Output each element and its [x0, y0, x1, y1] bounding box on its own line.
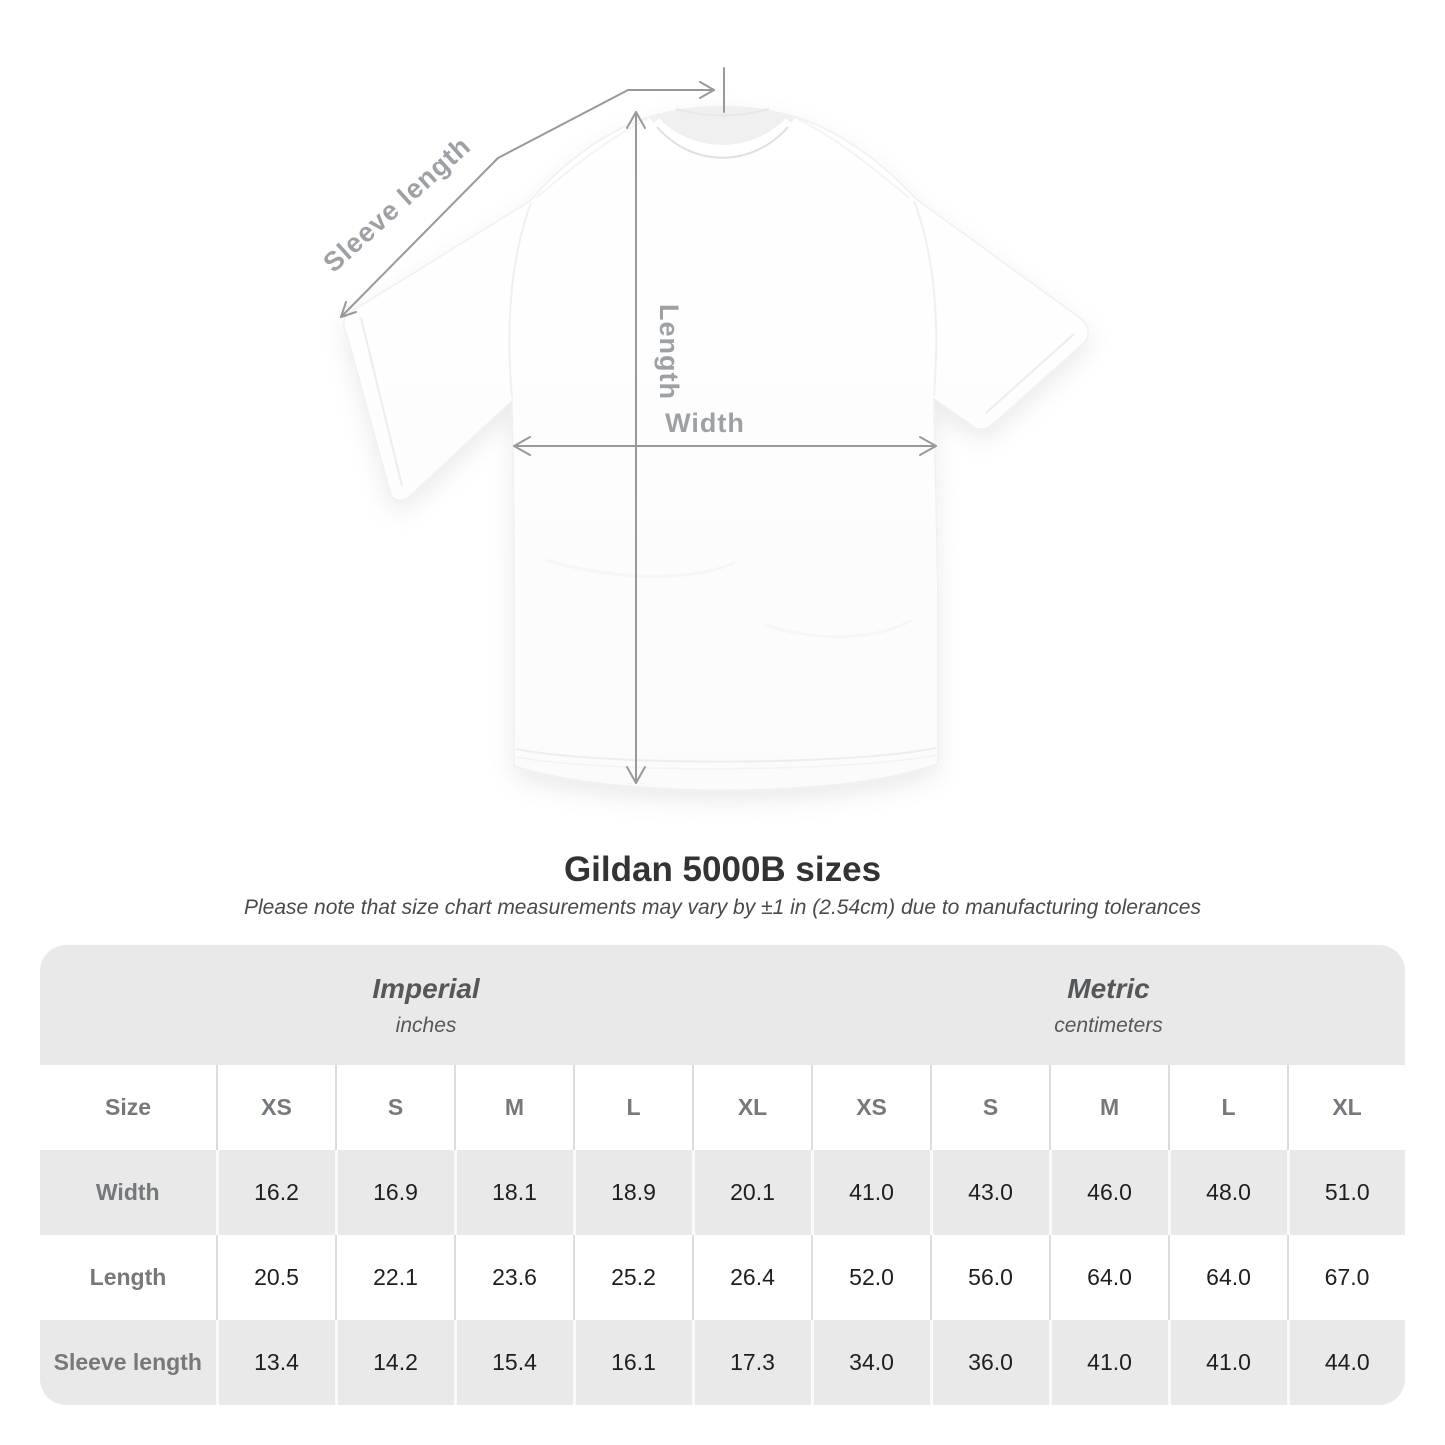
metric-section-unit: centimeters [1054, 1013, 1163, 1037]
width-label: Width [665, 408, 745, 438]
left-cuff-hem [360, 317, 403, 487]
tshirt-diagram-svg: Sleeve length Length Width [317, 67, 1089, 791]
length-row: Length 20.5 22.1 23.6 25.2 26.4 52.0 56.… [40, 1235, 1405, 1321]
imperial-section-unit: inches [395, 1013, 457, 1037]
sleeve-metric-l: 41.0 [1167, 1320, 1289, 1406]
column-header-metric-l: L [1168, 1065, 1289, 1151]
width-arrowhead-right [919, 436, 937, 456]
sleeve-imperial-s: 14.2 [334, 1320, 455, 1406]
column-header-imperial-l: L [573, 1065, 693, 1151]
sleeve-metric-s: 36.0 [929, 1320, 1051, 1406]
sleeve-length-row: Sleeve length 13.4 14.2 15.4 16.1 17.3 3… [40, 1320, 1405, 1406]
length-label: Length [654, 304, 684, 400]
length-metric-xl: 67.0 [1287, 1235, 1405, 1321]
length-metric-xs: 52.0 [811, 1235, 932, 1321]
tshirt-body [343, 105, 1089, 791]
collar-back-seam [675, 108, 770, 117]
right-shoulder-seam [795, 117, 910, 199]
left-armhole-seam [508, 202, 532, 399]
wrinkle-line [764, 618, 913, 639]
wrinkle-line [544, 558, 736, 578]
column-header-imperial-xs: XS [216, 1065, 336, 1151]
metric-section-title: Metric [1067, 972, 1150, 1004]
imperial-section-header: Imperial inches [40, 945, 813, 1066]
sleeve-imperial-l: 16.1 [572, 1320, 693, 1406]
sleeve-length-arrow [340, 89, 715, 318]
bottom-hem-seam [515, 747, 937, 763]
column-header-imperial-xl: XL [691, 1065, 813, 1151]
width-imperial-m: 18.1 [453, 1150, 574, 1236]
width-imperial-l: 18.9 [572, 1150, 693, 1236]
width-metric-xl: 51.0 [1286, 1150, 1405, 1236]
collar-band [651, 118, 794, 156]
length-metric-l: 64.0 [1168, 1235, 1289, 1321]
sleeve-imperial-xs: 13.4 [215, 1320, 336, 1406]
row-label-width: Width [40, 1150, 217, 1236]
sleeve-metric-xl: 44.0 [1286, 1320, 1405, 1406]
column-header-metric-s: S [930, 1065, 1051, 1151]
tolerance-note: Please note that size chart measurements… [244, 896, 1201, 919]
imperial-section-title: Imperial [372, 972, 480, 1004]
width-imperial-s: 16.9 [334, 1150, 455, 1236]
length-imperial-s: 22.1 [335, 1235, 455, 1321]
bottom-hem-seam-2 [515, 754, 937, 770]
sleeve-length-arrowhead-center [699, 81, 715, 99]
width-imperial-xs: 16.2 [215, 1150, 336, 1236]
row-label-length: Length [89, 1264, 167, 1291]
size-header-cell: Size [104, 1094, 152, 1121]
column-header-imperial-m: M [454, 1065, 574, 1151]
column-header-metric-xs: XS [811, 1065, 932, 1151]
tshirt-graphic [343, 105, 1089, 791]
row-label-sleeve-length: Sleeve length [40, 1320, 217, 1406]
column-header-metric-m: M [1049, 1065, 1170, 1151]
width-metric-s: 43.0 [929, 1150, 1051, 1236]
page-title: Gildan 5000B sizes [563, 850, 882, 889]
tshirt-measurement-diagram: Sleeve length Length Width [317, 67, 1089, 791]
length-imperial-l: 25.2 [573, 1235, 693, 1321]
length-metric-m: 64.0 [1049, 1235, 1170, 1321]
sleeve-metric-xs: 34.0 [810, 1320, 932, 1406]
width-row: Width 16.2 16.9 18.1 18.9 20.1 41.0 43.0… [40, 1150, 1405, 1236]
length-arrowhead-top [626, 111, 646, 129]
column-header-imperial-s: S [335, 1065, 455, 1151]
collar-band-seam [656, 126, 789, 159]
width-imperial-xl: 20.1 [691, 1150, 813, 1236]
unit-section-row: Imperial inches Metric centimeters [40, 945, 1405, 1066]
width-metric-m: 46.0 [1048, 1150, 1170, 1236]
length-arrowhead-bottom [626, 766, 646, 784]
size-table-container: Imperial inches Metric centimeters Size … [40, 945, 1405, 1406]
right-armhole-seam [913, 200, 938, 397]
sleeve-metric-m: 41.0 [1048, 1320, 1170, 1406]
sleeve-length-arrowhead-cuff [340, 301, 357, 318]
width-metric-xs: 41.0 [810, 1150, 932, 1236]
length-imperial-xs: 20.5 [216, 1235, 336, 1321]
sleeve-imperial-m: 15.4 [453, 1320, 574, 1406]
metric-section-header: Metric centimeters [812, 945, 1405, 1066]
length-metric-s: 56.0 [930, 1235, 1051, 1321]
size-header-row: Size XS S M L XL XS S M L XL [40, 1065, 1405, 1151]
length-imperial-m: 23.6 [454, 1235, 574, 1321]
width-metric-l: 48.0 [1167, 1150, 1289, 1236]
sleeve-imperial-xl: 17.3 [691, 1320, 813, 1406]
size-table: Imperial inches Metric centimeters Size … [40, 945, 1405, 1406]
length-imperial-xl: 26.4 [691, 1235, 813, 1321]
right-cuff-hem [985, 333, 1075, 414]
width-arrowhead-left [513, 436, 531, 456]
column-header-metric-xl: XL [1287, 1065, 1405, 1151]
